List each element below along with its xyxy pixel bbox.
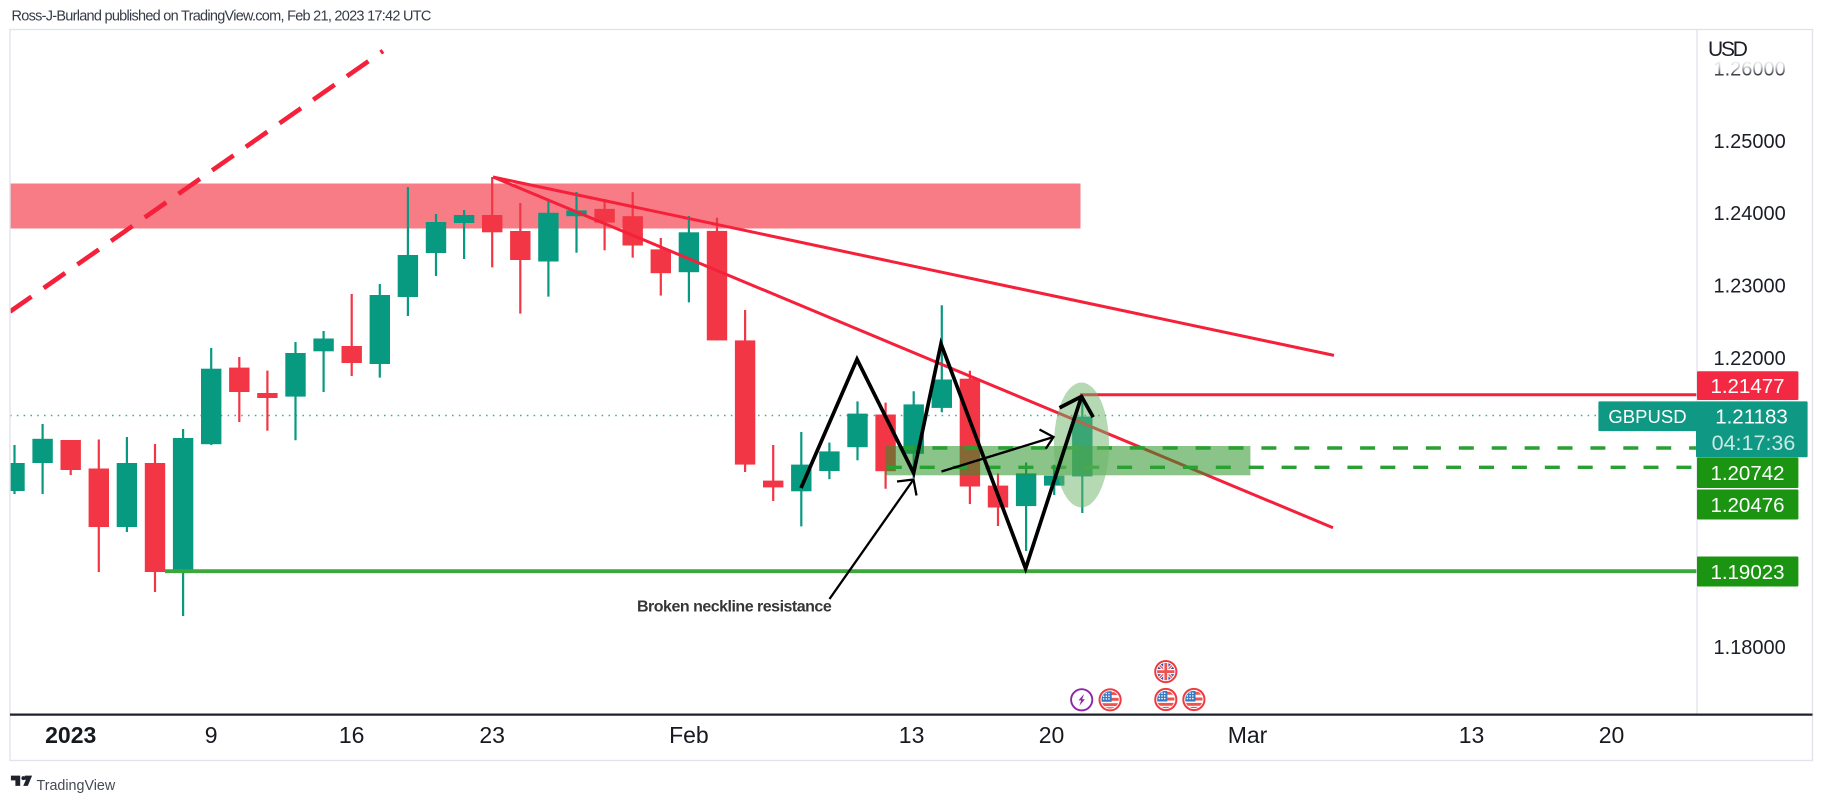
svg-text:1.18000: 1.18000 — [1714, 637, 1786, 659]
svg-text:1.19023: 1.19023 — [1710, 561, 1784, 584]
svg-text:Broken neckline resistance: Broken neckline resistance — [637, 599, 832, 616]
svg-text:TradingView: TradingView — [37, 778, 116, 794]
svg-text:20: 20 — [1039, 722, 1065, 748]
svg-text:9: 9 — [205, 722, 218, 748]
svg-text:1.20742: 1.20742 — [1710, 462, 1784, 485]
svg-text:1.21477: 1.21477 — [1710, 375, 1784, 398]
svg-text:USD: USD — [1708, 38, 1748, 61]
svg-text:16: 16 — [339, 722, 365, 748]
svg-text:13: 13 — [1459, 722, 1485, 748]
svg-text:Mar: Mar — [1228, 722, 1268, 748]
svg-text:04:17:36: 04:17:36 — [1712, 431, 1796, 455]
svg-text:1.23000: 1.23000 — [1714, 276, 1786, 298]
svg-text:23: 23 — [479, 722, 505, 748]
svg-text:GBPUSD: GBPUSD — [1608, 406, 1686, 427]
svg-text:Ross-J-Burland published on Tr: Ross-J-Burland published on TradingView.… — [12, 9, 431, 25]
svg-text:1.25000: 1.25000 — [1714, 131, 1786, 153]
svg-text:13: 13 — [899, 722, 925, 748]
svg-text:1.22000: 1.22000 — [1714, 348, 1786, 370]
svg-text:1.20476: 1.20476 — [1710, 494, 1784, 517]
svg-text:1.24000: 1.24000 — [1714, 203, 1786, 225]
svg-text:2023: 2023 — [45, 722, 96, 748]
svg-text:1.21183: 1.21183 — [1715, 405, 1788, 428]
svg-text:1.26000: 1.26000 — [1714, 58, 1786, 80]
svg-text:20: 20 — [1599, 722, 1625, 748]
svg-text:Feb: Feb — [669, 722, 709, 748]
